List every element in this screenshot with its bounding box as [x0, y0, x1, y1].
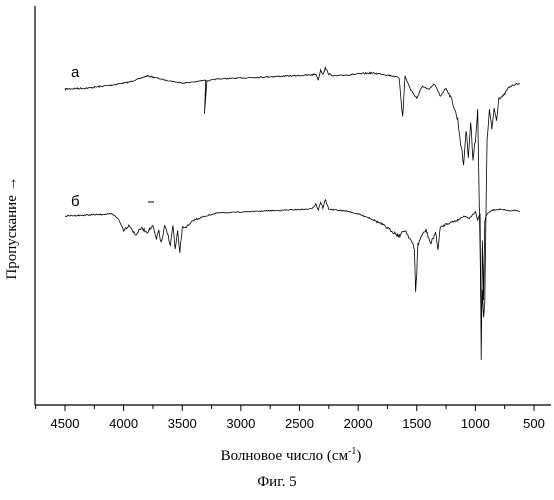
- x-tick-label-2000: 2000: [344, 416, 373, 431]
- x-tick-label-500: 500: [523, 416, 545, 431]
- spectra: [65, 67, 520, 360]
- x-tick-label-4000: 4000: [109, 416, 138, 431]
- curve-label-a: а: [71, 64, 80, 81]
- chart-svg: 45004000350030002500200015001000500 а б …: [0, 0, 554, 470]
- x-axis-label: Волновое число (см-1): [221, 446, 362, 464]
- x-tick-label-3500: 3500: [168, 416, 197, 431]
- y-axis-label: Пропускание →: [4, 176, 20, 279]
- x-tick-label-1000: 1000: [461, 416, 490, 431]
- spectrum-line-a: [65, 67, 520, 328]
- x-tick-label-2500: 2500: [285, 416, 314, 431]
- x-tick-label-1500: 1500: [402, 416, 431, 431]
- figure-caption: Фиг. 5: [0, 474, 554, 491]
- curve-label-b: б: [71, 193, 80, 210]
- x-axis-ticks: 4500 4000 3500 3000 2500 2000 1500 1000 500: [36, 405, 545, 431]
- x-tick-label-3000: 3000: [226, 416, 255, 431]
- spectrum-line-b: [65, 200, 520, 360]
- x-tick-label-4500: 4500: [51, 416, 80, 431]
